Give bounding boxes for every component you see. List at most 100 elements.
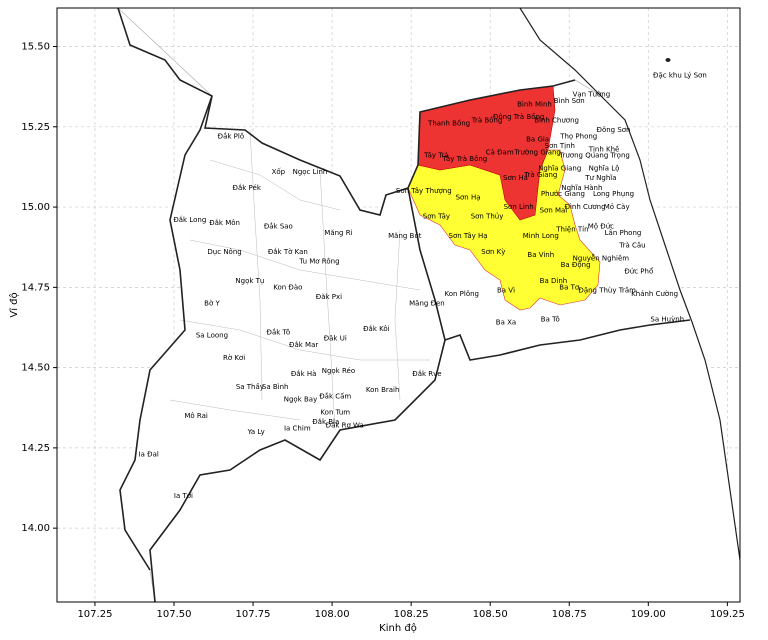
place-label: Trà Giang [523,171,557,179]
place-label: Ia Chim [284,425,311,433]
place-label: Sơn Tây Thượng [396,187,452,195]
place-label: Thanh Bồng [427,120,470,128]
place-label: Xốp [272,168,286,176]
place-label: Kon Tum [320,409,350,417]
place-label: Đắk Kôi [363,324,390,333]
place-label: Đắk Tờ Kan [268,247,308,256]
place-label: Nguyễn Nghiêm [573,253,630,262]
place-label: Ba Tơ [559,283,580,291]
place-label: Đắk Pék [233,183,262,192]
plot-frame [56,7,741,603]
x-tick-label: 108.25 [394,609,429,620]
place-label: Măng Đen [409,299,445,307]
place-label: Thọ Phong [559,132,597,140]
place-label: Ngọk Tụ [235,277,264,285]
place-label: Đăk Ui [324,335,347,343]
place-label: Măng Bút [388,232,422,240]
y-axis-label: Vĩ độ [8,292,20,317]
place-label: Mô Rai [184,412,208,420]
place-label: Đắk Sao [264,221,293,230]
place-label: Vạn Tường [573,91,611,99]
place-label: Ngọc Linh [293,168,328,176]
place-label: Lân Phong [605,229,642,237]
place-label: Đắk Bla [312,417,339,426]
place-label: Đông Sơn [597,126,631,134]
place-label: Đặc khu Lý Sơn [653,71,707,79]
place-label: Mỏ Cày [604,203,630,211]
place-label: Bờ Y [204,299,220,307]
place-label: Tịnh Khê [588,145,620,153]
x-tick-label: 107.75 [236,609,271,620]
y-tick-label: 15.25 [21,122,50,133]
place-label: Khánh Cường [631,290,678,298]
place-label: Sơn Hà [503,174,528,182]
place-label: Dục Nông [207,248,241,256]
place-label: Ba Vì [497,287,515,295]
place-label: Sơn Tây [423,213,450,221]
place-label: Sơn Kỳ [481,248,505,256]
place-label: Ba Gia [526,136,549,144]
y-tick-label: 15.50 [21,42,50,53]
boundary [117,8,691,602]
place-label: Ba Vinh [527,251,554,259]
place-label: Trà Câu [618,242,645,250]
place-label: Kon Plông [444,290,479,298]
place-label: Đắk Hà [291,369,317,378]
place-label: Đình Cương [565,203,606,211]
place-label: Đắk Rve [412,369,441,378]
place-label: Phước Giang [541,190,585,198]
x-tick-label: 109.25 [710,609,745,620]
map-shapes [117,8,740,602]
place-label: Sơn Tịnh [545,142,575,150]
place-label: Đông Trà Bồng [493,113,544,121]
place-label: Đắk Mar [289,340,318,349]
place-label: Đăk Pxi [316,293,342,301]
place-label: Ngọk Bay [284,396,317,404]
place-label: Cà Đam [486,148,514,156]
y-tick-label: 14.00 [21,523,50,534]
place-label: Đắk Cấm [319,392,351,401]
place-label: Đăk Rơ Wa [326,421,364,429]
x-tick-label: 107.50 [156,609,191,620]
place-label: Đắk Tô [267,327,291,336]
x-tick-label: 107.25 [77,609,112,620]
place-label: Nghĩa Lộ [589,165,620,173]
place-label: Đặng Thùy Trâm [578,287,636,295]
y-tick-label: 14.50 [21,363,50,374]
place-label: Ba Dinh [540,277,568,285]
x-axis-label: Kinh độ [379,622,417,634]
place-label: Kon Braih [366,386,400,394]
place-label: Bình Minh [517,100,552,108]
x-tick-label: 108.75 [552,609,587,620]
place-label: Bình Sơn [554,97,585,105]
y-tick-label: 14.75 [21,282,50,293]
place-label: Tây Trà [423,152,449,160]
place-label: Ba Tô [541,315,560,323]
place-label: Trà Bồng [471,116,503,124]
place-label: Trương Quang Trọng [558,152,630,160]
place-label: Long Phụng [593,190,634,198]
place-label: Tu Mơ Rông [298,258,339,266]
place-label: Rờ Kơi [223,354,245,362]
place-label: Mộ Đức [588,222,614,230]
place-label: Nghĩa Hành [561,184,602,192]
place-label: Đắk Môn [209,218,240,227]
place-label: Sơn Linh [504,203,534,211]
place-label: Kon Đào [273,283,302,291]
place-label: Thiện Tín [555,226,588,234]
place-label: Ya Ly [247,428,265,436]
place-label: Ba Xa [496,319,516,327]
place-label: Đắk Long [173,215,206,224]
place-label: Tư Nghĩa [584,174,616,182]
place-label: Măng Ri [324,229,352,237]
place-label: Sơn Thủy [471,213,504,221]
place-label: Sơn Tây Hạ [449,232,488,240]
place-label: Đắk Plô [218,131,244,140]
place-label: Ia Đal [139,450,159,458]
y-tick-label: 15.00 [21,202,50,213]
x-tick-label: 108.00 [315,609,350,620]
place-label: Bình Chương [534,116,579,124]
place-label: Sa Loong [196,332,228,340]
